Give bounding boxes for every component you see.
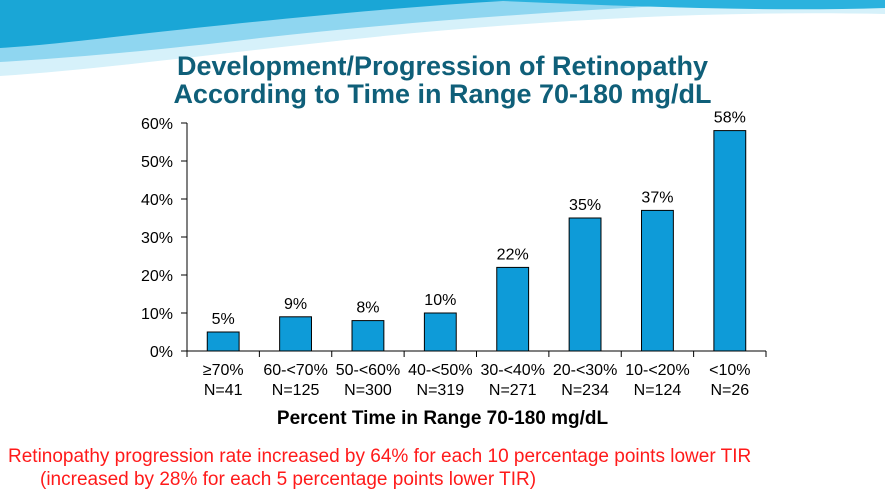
banner-wave-right	[480, 0, 885, 10]
chart-title-line-2: According to Time in Range 70-180 mg/dL	[173, 79, 712, 109]
bar-data-label: 22%	[497, 246, 529, 263]
x-tick-label-n: N=124	[634, 382, 682, 399]
x-tick-label-range: 30-<40%	[480, 362, 545, 379]
x-tick-label-range: 60-<70%	[263, 362, 328, 379]
y-axis-ticks: 0% 10% 20% 30% 40% 50% 60%	[141, 116, 187, 361]
bar	[279, 316, 312, 352]
x-tick-label-range: 50-<60%	[336, 362, 401, 379]
x-tick-label-n: N=234	[561, 382, 609, 399]
bar-data-label: 37%	[641, 189, 673, 206]
y-tick-label: 30%	[141, 230, 173, 247]
bar	[351, 320, 385, 352]
x-tick-label-range: ≥70%	[203, 362, 244, 379]
y-tick-label: 0%	[150, 344, 173, 361]
bar-data-label: 35%	[569, 197, 601, 214]
bar-data-label: 5%	[212, 311, 235, 328]
x-tick-label-range: 20-<30%	[553, 362, 618, 379]
bar-data-label: 10%	[424, 292, 456, 309]
bar-data-labels: 5% 9% 8% 10% 22% 35% 37% 58%	[212, 110, 746, 328]
chart-title-line-1: Development/Progression of Retinopathy	[176, 51, 709, 81]
x-axis-label: Percent Time in Range 70-180 mg/dL	[276, 408, 609, 429]
x-tick-label-range: <10%	[709, 362, 750, 379]
bar-data-label: 9%	[284, 296, 307, 313]
x-axis-ticks: ≥70% N=41 60-<70% N=125 50-<60% N=300 40-<50% N…	[186, 351, 767, 399]
bars	[206, 130, 747, 352]
x-tick-label-n: N=319	[417, 382, 465, 399]
footnote-line-2: (increased by 28% for each 5 percentage …	[40, 469, 537, 490]
x-tick-label-n: N=41	[204, 382, 243, 399]
x-tick-label-n: N=300	[344, 382, 392, 399]
banner-wave-dark	[0, 0, 520, 48]
footnote-line-1: Retinopathy progression rate increased b…	[8, 446, 752, 467]
bar	[423, 312, 457, 352]
bar	[496, 266, 530, 352]
header-banner	[0, 0, 885, 76]
y-tick-label: 50%	[141, 154, 173, 171]
y-tick-label: 60%	[141, 116, 173, 133]
x-tick-label-n: N=125	[272, 382, 320, 399]
bar	[568, 217, 602, 352]
x-tick-label-range: 10-<20%	[625, 362, 690, 379]
bar-data-label: 8%	[356, 300, 379, 317]
y-tick-label: 10%	[141, 306, 173, 323]
bar	[713, 130, 747, 352]
x-tick-label-n: N=26	[710, 382, 749, 399]
x-tick-label-n: N=271	[489, 382, 537, 399]
bar	[641, 209, 674, 352]
y-tick-label: 40%	[141, 192, 173, 209]
bar	[206, 331, 240, 352]
y-tick-label: 20%	[141, 268, 173, 285]
bar-data-label: 58%	[714, 110, 746, 127]
x-tick-label-range: 40-<50%	[408, 362, 473, 379]
